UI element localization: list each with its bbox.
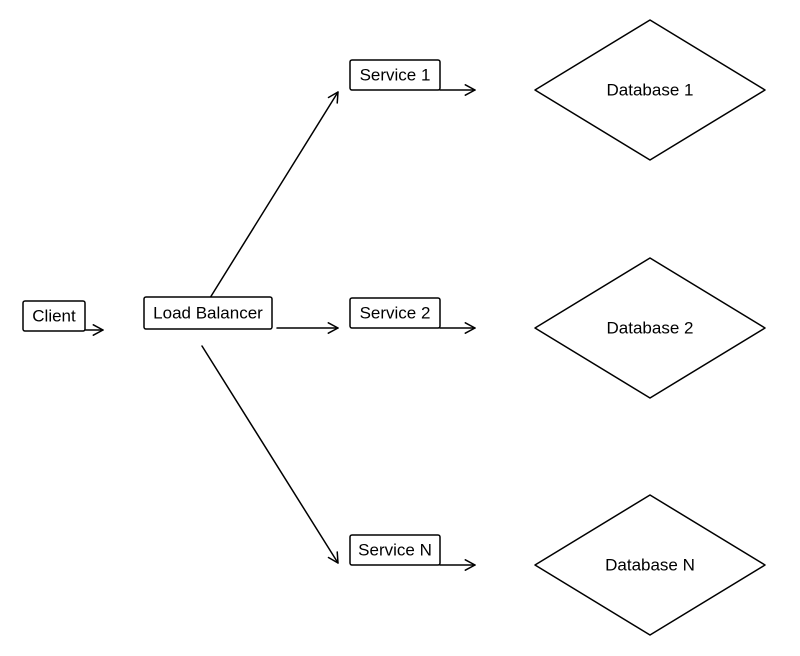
service-n-node: Service N <box>350 535 440 565</box>
arrow-head-icon <box>328 552 338 563</box>
client-node: Client <box>23 301 85 331</box>
edge-lb-s2 <box>277 323 338 333</box>
client-label: Client <box>32 306 76 325</box>
service-2-label: Service 2 <box>360 303 431 322</box>
load-balancer-node: Load Balancer <box>144 297 272 329</box>
database-n-node: Database N <box>535 495 765 635</box>
database-2-node: Database 2 <box>535 258 765 398</box>
service-1-label: Service 1 <box>360 65 431 84</box>
database-1-node: Database 1 <box>535 20 765 160</box>
service-n-label: Service N <box>358 540 432 559</box>
edge-lb-s1 <box>200 92 338 314</box>
arrow-head-icon <box>328 92 338 103</box>
database-n-label: Database N <box>605 555 695 574</box>
database-1-label: Database 1 <box>607 80 694 99</box>
edge-sn-dn <box>440 560 475 570</box>
service-1-node: Service 1 <box>350 60 440 90</box>
service-2-node: Service 2 <box>350 298 440 328</box>
edge-s1-d1 <box>440 85 475 95</box>
database-2-label: Database 2 <box>607 318 694 337</box>
edge-s2-d2 <box>440 323 475 333</box>
architecture-diagram: Client Load Balancer Service 1 Service 2… <box>0 0 800 656</box>
load-balancer-label: Load Balancer <box>153 303 263 322</box>
edge-lb-sn <box>202 346 338 563</box>
